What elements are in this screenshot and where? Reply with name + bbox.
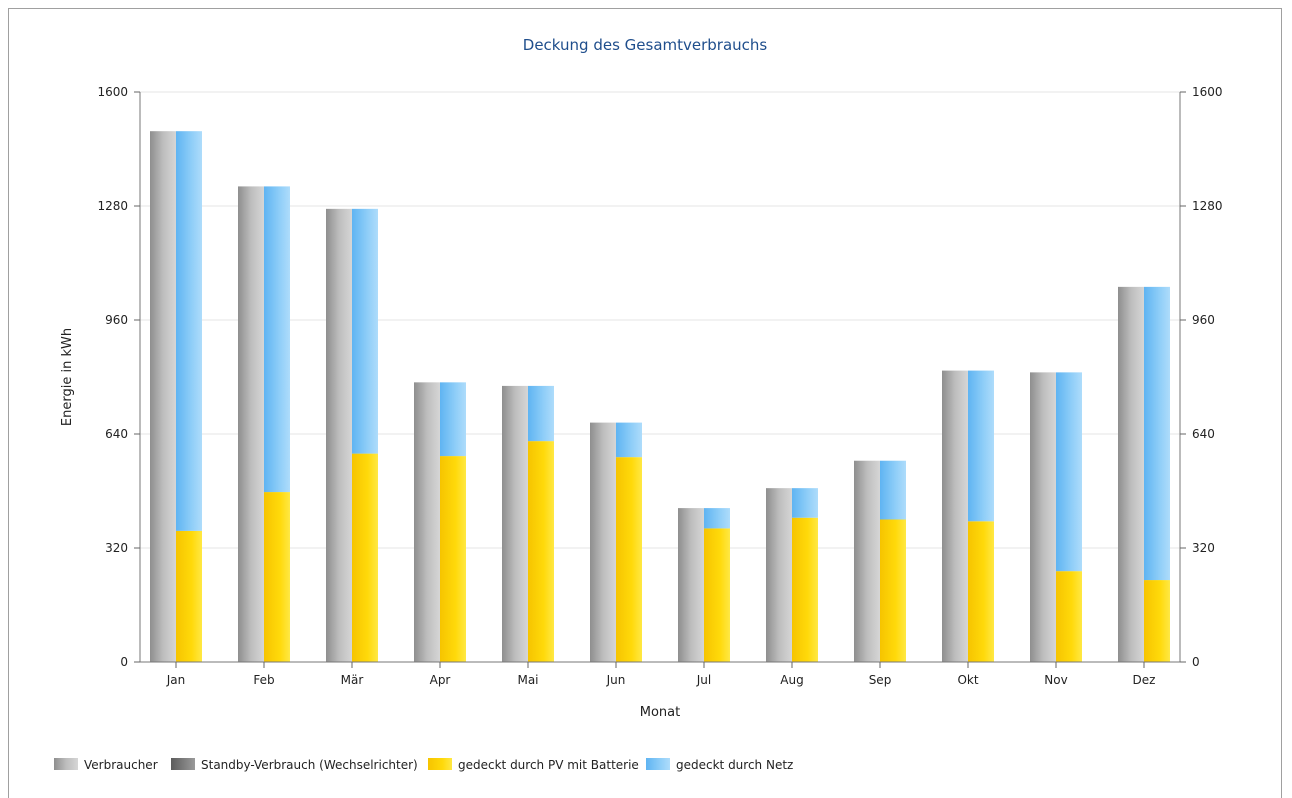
chart-title: Deckung des Gesamtverbrauchs xyxy=(523,36,768,54)
x-tick-label: Jul xyxy=(696,673,711,687)
y-tick-label-left: 640 xyxy=(105,427,128,441)
bar-verbraucher xyxy=(854,460,880,662)
bar-pv-batterie xyxy=(352,453,378,662)
y-tick-label-right: 320 xyxy=(1192,541,1215,555)
bar-pv-batterie xyxy=(704,528,730,662)
bars-group xyxy=(150,131,1170,662)
y-tick-label-right: 1280 xyxy=(1192,199,1223,213)
x-axis-label: Monat xyxy=(640,705,680,720)
bar-verbraucher xyxy=(1118,286,1144,662)
x-tick-label: Feb xyxy=(253,673,274,687)
x-tick-label: Nov xyxy=(1044,673,1067,687)
bar-netz xyxy=(352,208,378,454)
y-tick-label-left: 1600 xyxy=(97,85,128,99)
y-tick-label-left: 0 xyxy=(120,655,128,669)
bar-verbraucher xyxy=(590,422,616,662)
y-axis-left-ticks: 0 320 640 960 1280 1600 xyxy=(97,85,140,669)
x-tick-label: Aug xyxy=(780,673,803,687)
legend-swatch xyxy=(428,758,452,770)
x-tick-label: Okt xyxy=(957,673,978,687)
x-tick-label: Apr xyxy=(430,673,451,687)
bar-netz xyxy=(1144,286,1170,581)
legend-label: Standby-Verbrauch (Wechselrichter) xyxy=(201,758,418,772)
bar-pv-batterie xyxy=(440,456,466,662)
bar-netz xyxy=(176,131,202,531)
axes-group xyxy=(139,92,1181,663)
bar-netz xyxy=(880,460,906,520)
bar-verbraucher xyxy=(238,186,264,662)
y-tick-label-right: 1600 xyxy=(1192,85,1223,99)
x-tick-label: Sep xyxy=(869,673,892,687)
y-axis-label: Energie in kWh xyxy=(60,328,75,426)
bar-netz xyxy=(968,370,994,522)
bar-pv-batterie xyxy=(264,492,290,662)
y-tick-label-right: 0 xyxy=(1192,655,1200,669)
y-tick-label-right: 960 xyxy=(1192,313,1215,327)
bar-pv-batterie xyxy=(880,519,906,662)
bar-netz xyxy=(704,508,730,529)
y-tick-label-right: 640 xyxy=(1192,427,1215,441)
legend-label: Verbraucher xyxy=(84,758,158,772)
x-tick-label: Mär xyxy=(341,673,364,687)
bar-pv-batterie xyxy=(528,441,554,662)
bar-verbraucher xyxy=(766,488,792,662)
bar-netz xyxy=(264,186,290,493)
bar-verbraucher xyxy=(942,370,968,662)
bar-verbraucher xyxy=(326,208,352,662)
y-tick-label-left: 320 xyxy=(105,541,128,555)
x-axis-ticks: Jan Feb Mär Apr Mai Jun Jul Aug Sep Okt Nov Dez xyxy=(166,662,1156,687)
bar-verbraucher xyxy=(678,508,704,662)
y-tick-label-left: 1280 xyxy=(97,199,128,213)
bar-verbraucher xyxy=(414,382,440,662)
y-tick-label-left: 960 xyxy=(105,313,128,327)
bar-netz xyxy=(440,382,466,457)
bar-netz xyxy=(616,422,642,458)
bar-netz xyxy=(792,488,818,518)
bar-pv-batterie xyxy=(968,521,994,662)
legend-swatch xyxy=(171,758,195,770)
legend-label: gedeckt durch Netz xyxy=(676,758,793,772)
bar-pv-batterie xyxy=(176,530,202,662)
x-tick-label: Mai xyxy=(517,673,538,687)
legend: Verbraucher Standby-Verbrauch (Wechselric… xyxy=(54,758,793,772)
bar-netz xyxy=(528,385,554,442)
bar-verbraucher xyxy=(502,385,528,662)
chart-frame xyxy=(8,8,1282,798)
bar-pv-batterie xyxy=(792,517,818,662)
legend-swatch xyxy=(646,758,670,770)
y-axis-right-ticks: 0 320 640 960 1280 1600 xyxy=(1180,85,1223,669)
legend-label: gedeckt durch PV mit Batterie xyxy=(458,758,639,772)
bar-verbraucher xyxy=(150,131,176,662)
legend-swatch xyxy=(54,758,78,770)
bar-netz xyxy=(1056,372,1082,572)
x-tick-label: Dez xyxy=(1133,673,1156,687)
x-tick-label: Jan xyxy=(166,673,186,687)
grid-lines xyxy=(140,91,1180,549)
bar-pv-batterie xyxy=(616,457,642,662)
bar-pv-batterie xyxy=(1056,571,1082,662)
bar-verbraucher xyxy=(1030,372,1056,662)
bar-pv-batterie xyxy=(1144,580,1170,662)
x-tick-label: Jun xyxy=(606,673,626,687)
